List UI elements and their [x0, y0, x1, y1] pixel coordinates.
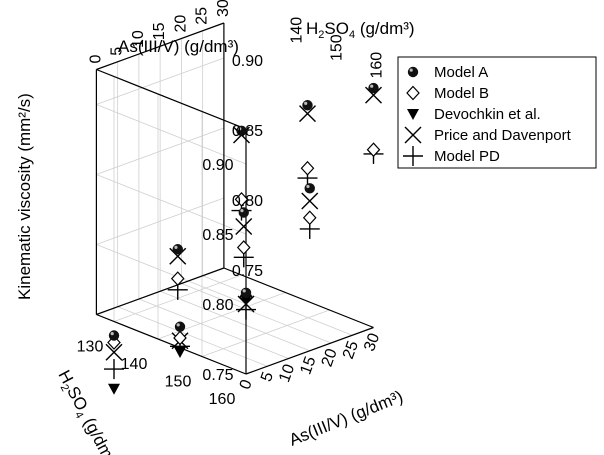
grid-line	[202, 275, 353, 336]
h2so4-top-tick-label: 160	[369, 52, 386, 79]
legend-box	[397, 56, 597, 169]
z-left-ticks: 0.75 0.80 0.85 0.90	[202, 157, 233, 384]
axis-frame-edge	[96, 22, 225, 71]
as-bottom-tick-label: 0	[237, 377, 256, 391]
as-bottom-tick-label: 30	[361, 331, 383, 354]
as-top-axis-label: As(III/V) (g/dm³)	[118, 37, 239, 56]
z-right-ticks: 0.75 0.80 0.85 0.90	[232, 53, 263, 280]
data-point-triangle-down	[108, 383, 120, 395]
data-point-diamond	[236, 240, 251, 255]
grid-line	[96, 104, 247, 165]
legend-marker	[407, 109, 419, 120]
as-top-tick-label: 25	[194, 7, 211, 25]
as-top-tick-label: 15	[151, 22, 168, 40]
z-tick-label: 0.80	[232, 193, 263, 210]
legend-marker	[407, 66, 419, 78]
as-bottom-tick-label: 5	[258, 370, 277, 384]
as-top-tick-label: 10	[130, 30, 147, 48]
h2so4-bottom-ticks: 160 150 140 130	[77, 339, 236, 409]
h2so4-bottom-tick-label: 150	[165, 374, 192, 391]
data-point-sphere	[236, 125, 247, 136]
h2so4-bottom-axis-label: H2SO4 (g/dm³)	[52, 367, 122, 455]
data-point-x	[301, 192, 319, 210]
as-bottom-tick-label: 10	[276, 362, 298, 385]
as-bottom-ticks: 05 10 15 20 25 30	[237, 331, 384, 392]
legend: Model A Model B Devochkin et al. Price and …	[397, 56, 597, 169]
data-point-diamond	[234, 192, 249, 207]
h2so4-top-axis-label: H2SO4 (g/dm³)	[306, 19, 415, 41]
data-point-x	[365, 86, 382, 104]
as-top-tick-label: 30	[215, 0, 232, 17]
legend-marker	[406, 85, 420, 101]
grid-line	[96, 174, 247, 235]
data-point-sphere	[302, 100, 313, 111]
data-point-sphere	[240, 287, 252, 298]
as-bottom-tick-label: 25	[340, 339, 362, 362]
axis-frame-edge	[223, 267, 374, 329]
data-point-diamond	[170, 271, 185, 287]
data-point-x	[105, 343, 123, 361]
data-point-triangle-down	[174, 346, 186, 358]
legend-entry: Model PD	[434, 148, 500, 165]
z-axis-label-left: Kinematic viscosity (mm²/s)	[15, 93, 34, 300]
data-point-diamond	[366, 142, 381, 158]
legend-entry: Model B	[434, 85, 489, 102]
data-point-x	[235, 218, 253, 235]
data-point-sphere	[172, 244, 183, 255]
z-tick-label: 0.75	[232, 263, 263, 280]
axis-frame-edge	[96, 68, 247, 130]
as-bottom-tick-label: 20	[319, 346, 341, 369]
z-tick-label: 0.85	[232, 123, 263, 140]
as-top-tick-label: 0	[87, 55, 104, 64]
as-bottom-tick-label: 15	[297, 354, 319, 377]
z-tick-label: 0.80	[202, 297, 233, 314]
as-bottom-axis-label: As(III/V) (g/dm³)	[286, 387, 405, 450]
as-top-ticks: 05 10 15 20 25 30	[87, 0, 232, 64]
axis-frame-edge	[245, 326, 374, 375]
data-point-sphere	[108, 330, 120, 341]
z-tick-label: 0.90	[232, 53, 263, 70]
legend-marker	[403, 146, 423, 166]
as-top-tick-label: 5	[109, 47, 126, 56]
legend-entry: Price and Davenport	[434, 127, 572, 144]
as-top-tick-label: 20	[172, 15, 189, 33]
grid-line	[96, 244, 247, 305]
data-point-diamond	[302, 210, 317, 226]
h2so4-bottom-tick-label: 160	[209, 391, 236, 408]
data-point-diamond	[173, 330, 187, 346]
z-tick-label: 0.90	[202, 157, 233, 174]
grid-line	[181, 283, 332, 344]
h2so4-top-tick-label: 140	[289, 17, 306, 44]
grid-line	[201, 309, 330, 357]
data-point-plus	[104, 359, 124, 380]
h2so4-bottom-tick-label: 140	[121, 356, 148, 373]
data-point-diamond	[300, 160, 315, 176]
grid-line	[138, 298, 289, 359]
data-point-sphere	[174, 321, 186, 332]
marks-layer	[104, 82, 384, 395]
h2so4-top-ticks: 160 150 140	[289, 17, 386, 79]
data-point-x	[169, 247, 187, 265]
legend-marker	[404, 126, 422, 144]
legend-entry: Model A	[434, 64, 488, 81]
grid-line	[117, 306, 268, 367]
frame-layer	[95, 22, 374, 375]
h2so4-bottom-tick-label: 130	[77, 339, 104, 356]
axis-frame-edge	[96, 267, 225, 316]
h2so4-top-tick-label: 150	[329, 34, 346, 61]
data-point-x	[299, 105, 316, 123]
z-tick-label: 0.75	[202, 367, 233, 384]
data-point-triangle-down	[240, 294, 252, 306]
data-point-sphere	[368, 82, 379, 94]
z-tick-label: 0.85	[202, 227, 233, 244]
grid-line	[160, 290, 310, 352]
data-point-sphere	[238, 207, 249, 218]
axis-frame-edge	[96, 313, 247, 375]
data-point-sphere	[304, 183, 315, 194]
legend-entry: Devochkin et al.	[434, 106, 541, 123]
